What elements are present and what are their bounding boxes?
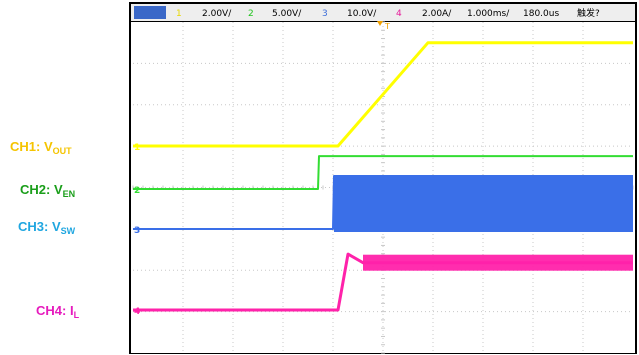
channel-label-subscript: EN	[62, 189, 76, 199]
channel-markers: T 1 2 3 4	[134, 21, 390, 317]
channel-label-main: CH3: V	[18, 219, 61, 234]
channel-label-2: CH2: VEN	[20, 182, 75, 199]
channel-label-1: CH1: VOUT	[10, 139, 72, 156]
toolbar-item[interactable]: 1	[176, 9, 182, 19]
waveform-ch1	[133, 41, 633, 148]
toolbar-item[interactable]: 2.00V/	[202, 9, 232, 19]
channel-label-4: CH4: IL	[36, 303, 79, 320]
toolbar-item[interactable]: 3	[322, 9, 328, 19]
trigger-position-icon[interactable]	[377, 21, 383, 26]
waveforms	[133, 41, 633, 312]
ripple-band-ch4	[363, 254, 633, 271]
channel-marker-ch2[interactable]: 2	[134, 186, 140, 196]
channel-label-subscript: L	[73, 310, 80, 320]
channel-marker-ch1[interactable]: 1	[134, 143, 140, 153]
channel-marker-ch4[interactable]: 4	[134, 307, 140, 317]
toolbar-item[interactable]: 5.00V/	[272, 9, 302, 19]
channel-label-subscript: SW	[60, 226, 76, 236]
toolbar-background	[131, 4, 635, 21]
channel-marker-ch3[interactable]: 3	[134, 226, 140, 236]
toolbar-item[interactable]: 触发?	[577, 7, 600, 19]
trigger-marker: T	[384, 22, 390, 31]
channel-label-main: CH2: V	[20, 182, 63, 197]
channel-label-subscript: OUT	[52, 146, 72, 156]
channel-indicator-icon[interactable]	[134, 6, 166, 19]
toolbar: 1 2.00V/2 5.00V/3 10.0V/4 2.00A/1.000ms/180.…	[176, 7, 600, 19]
switching-band-ch3	[334, 176, 633, 232]
toolbar-item[interactable]: 2	[248, 9, 254, 19]
channel-label-main: CH4: I	[36, 303, 74, 318]
toolbar-item[interactable]: 180.0us	[523, 9, 559, 19]
channel-label-main: CH1: V	[10, 139, 53, 154]
waveform-ch2	[133, 155, 633, 190]
toolbar-item[interactable]: 10.0V/	[347, 9, 377, 19]
toolbar-item[interactable]: 4	[396, 9, 402, 19]
toolbar-item[interactable]: 1.000ms/	[467, 9, 510, 19]
toolbar-item[interactable]: 2.00A/	[422, 9, 452, 19]
channel-label-3: CH3: VSW	[18, 219, 75, 236]
